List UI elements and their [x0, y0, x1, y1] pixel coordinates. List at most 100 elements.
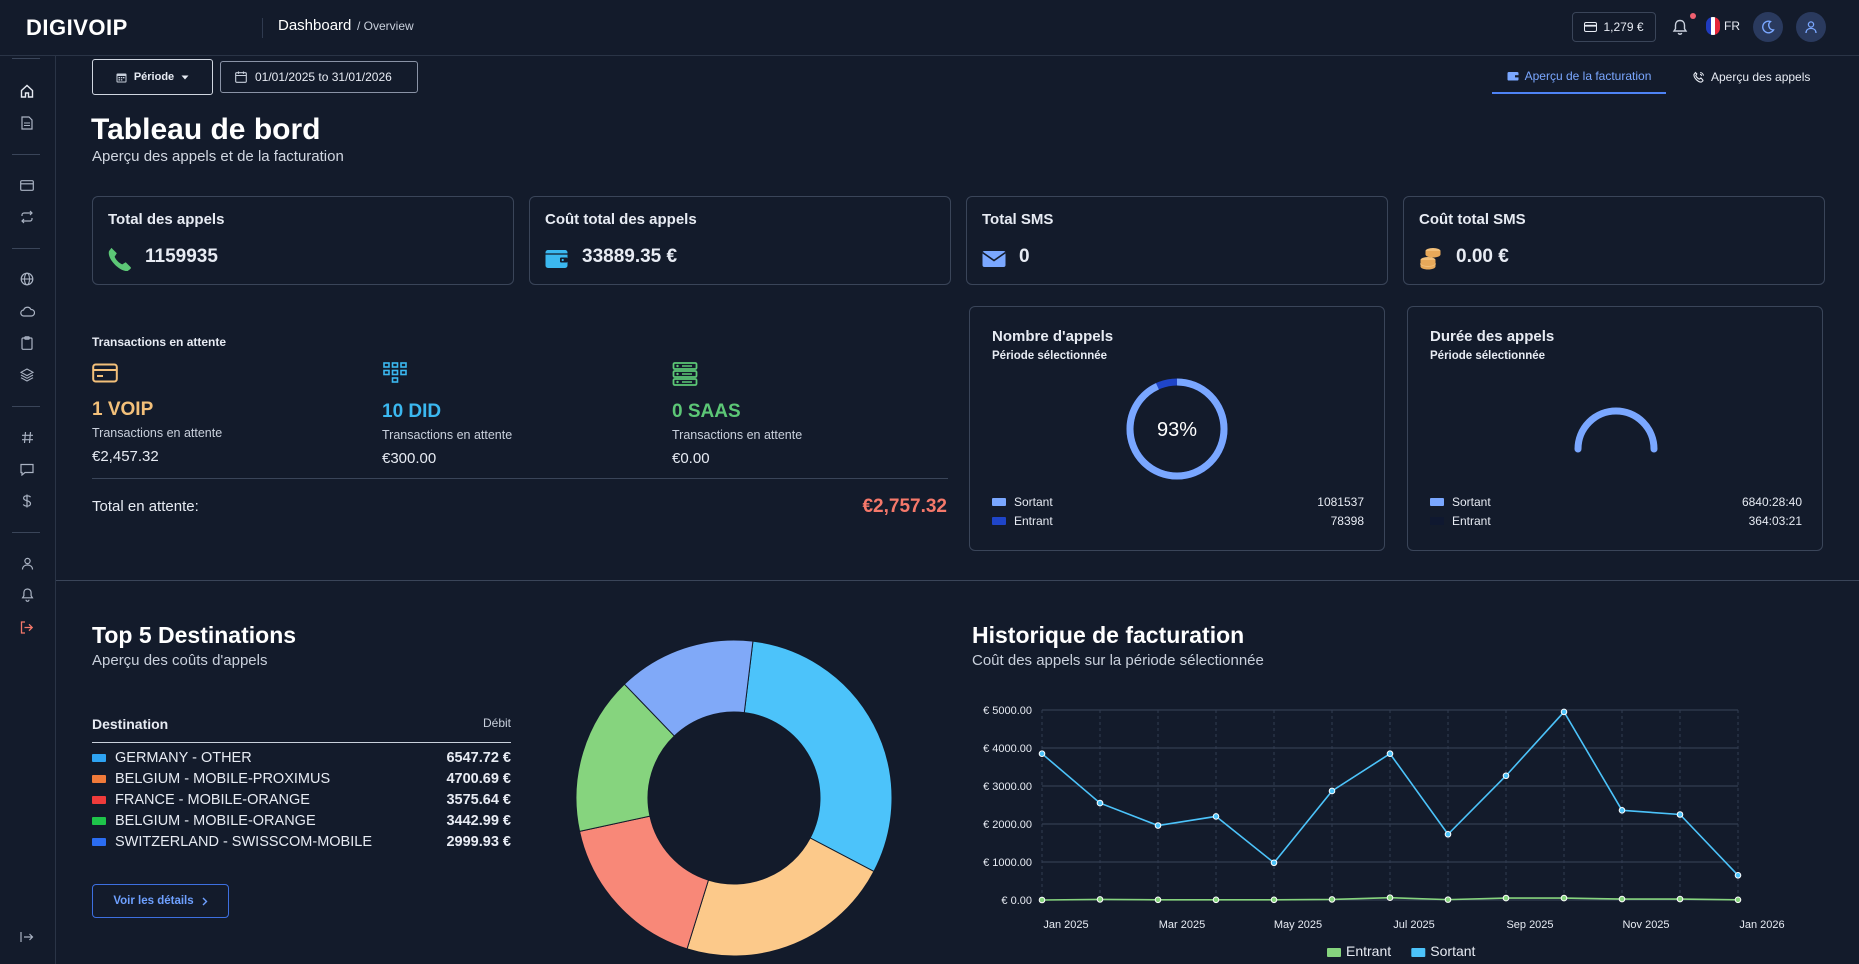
legend-label: Entrant: [1452, 514, 1491, 528]
sidebar-item-notifications[interactable]: [18, 586, 36, 604]
data-point[interactable]: [1328, 787, 1336, 795]
card-subtitle: Période sélectionnée: [992, 350, 1108, 362]
legend-value: 78398: [1330, 514, 1364, 528]
y-tick-label: € 3000.00: [983, 781, 1032, 793]
server-icon: [672, 362, 698, 386]
donut-slice[interactable]: [743, 640, 893, 873]
date-range-input[interactable]: 01/01/2025 to 31/01/2026: [220, 61, 418, 93]
data-point[interactable]: [1560, 894, 1568, 902]
legend-label[interactable]: Entrant: [1346, 943, 1391, 959]
donut-slice[interactable]: [686, 837, 875, 957]
pending-count: 10 DID: [382, 401, 442, 422]
notification-button[interactable]: [1668, 15, 1692, 39]
period-dropdown[interactable]: Période: [92, 59, 213, 95]
balance-button[interactable]: 1,279 €: [1572, 12, 1656, 42]
data-point[interactable]: [1734, 872, 1742, 879]
sidebar-separator: [12, 58, 40, 59]
repeat-icon: [21, 210, 33, 224]
data-point[interactable]: [1038, 896, 1046, 904]
data-point[interactable]: [1270, 896, 1278, 904]
data-point[interactable]: [1270, 859, 1278, 867]
col-debit: Débit: [482, 716, 511, 730]
sidebar-item-logout[interactable]: [18, 618, 36, 636]
donut-slice[interactable]: [623, 639, 754, 737]
caret-down-icon: [181, 75, 189, 79]
legend-label[interactable]: Sortant: [1430, 943, 1475, 959]
stat-value: 1159935: [145, 246, 218, 267]
pending-title: Transactions en attente: [92, 335, 227, 349]
data-point[interactable]: [1212, 813, 1220, 820]
expand-icon: [20, 932, 34, 942]
divider: [262, 18, 263, 38]
data-point[interactable]: [1386, 750, 1394, 758]
data-point[interactable]: [1560, 708, 1568, 716]
language-selector[interactable]: FR: [1706, 17, 1740, 35]
sidebar-item-billing[interactable]: [18, 176, 36, 194]
sidebar-item-cloud[interactable]: [18, 302, 36, 320]
sidebar-item-numbers[interactable]: [18, 428, 36, 446]
data-point[interactable]: [1734, 896, 1742, 904]
data-point[interactable]: [1386, 894, 1394, 902]
sidebar-item-clipboard[interactable]: [18, 334, 36, 352]
button-label: Voir les détails: [113, 895, 194, 907]
data-point[interactable]: [1444, 896, 1452, 903]
data-point[interactable]: [1676, 895, 1684, 903]
tab-calls-overview[interactable]: Aperçu des appels: [1692, 60, 1810, 94]
stat-card-total-sms: Total SMS 0: [966, 196, 1388, 285]
credit-card-icon: [20, 179, 34, 191]
data-point[interactable]: [1154, 896, 1162, 904]
data-point[interactable]: [1676, 811, 1684, 818]
sidebar-item-layers[interactable]: [18, 366, 36, 384]
data-point[interactable]: [1096, 799, 1104, 807]
sidebar-separator: [12, 532, 40, 533]
sidebar-item-pricing[interactable]: [18, 492, 36, 510]
view-details-button[interactable]: Voir les détails: [92, 884, 229, 918]
sidebar-collapse-button[interactable]: [18, 928, 36, 946]
sidebar-item-network[interactable]: [18, 270, 36, 288]
user-menu-button[interactable]: [1796, 12, 1826, 42]
data-point[interactable]: [1502, 894, 1510, 902]
data-point[interactable]: [1502, 772, 1510, 780]
home-icon: [20, 84, 34, 98]
sidebar-item-transfers[interactable]: [18, 208, 36, 226]
data-point[interactable]: [1328, 896, 1336, 903]
bell-icon: [1672, 19, 1688, 35]
wallet-icon: [1507, 72, 1519, 81]
stat-value: 0.00 €: [1456, 246, 1509, 267]
hash-icon: [21, 431, 33, 443]
stat-card-total-calls: Total des appels 1159935: [92, 196, 514, 285]
pending-amount: €300.00: [382, 450, 437, 467]
pending-label: Transactions en attente: [672, 428, 803, 442]
data-point[interactable]: [1444, 830, 1452, 838]
data-point[interactable]: [1212, 896, 1220, 904]
data-point[interactable]: [1618, 807, 1626, 814]
sidebar-item-home[interactable]: [18, 82, 36, 100]
y-tick-label: € 5000.00: [983, 705, 1032, 717]
breadcrumb-title[interactable]: Dashboard: [278, 17, 352, 34]
legend-swatch: [92, 838, 106, 846]
x-tick-label: Jan 2025: [1043, 919, 1088, 931]
destination-name: BELGIUM - MOBILE-ORANGE: [115, 813, 316, 829]
data-point[interactable]: [1096, 896, 1104, 903]
theme-toggle-button[interactable]: [1753, 12, 1783, 42]
data-point[interactable]: [1154, 822, 1162, 829]
cloud-icon: [19, 306, 35, 317]
legend-value: 1081537: [1317, 495, 1364, 509]
donut-slice[interactable]: [578, 815, 710, 950]
stat-title: Total des appels: [108, 211, 225, 228]
phone-icon: [108, 247, 131, 272]
sidebar-item-messages[interactable]: [18, 460, 36, 478]
logo[interactable]: DIGIVOIP: [26, 15, 128, 40]
legend-item: Sortant 6840:28:40: [1430, 495, 1802, 509]
sidebar-item-documents[interactable]: [18, 114, 36, 132]
sidebar-item-profile[interactable]: [18, 554, 36, 572]
data-point[interactable]: [1038, 750, 1046, 758]
user-icon: [1805, 21, 1817, 34]
sidebar: [0, 56, 56, 964]
destination-amount: 3442.99 €: [446, 813, 511, 829]
card-title: Nombre d'appels: [992, 328, 1114, 345]
data-point[interactable]: [1618, 895, 1626, 903]
pending-count: 1 VOIP: [92, 399, 154, 420]
stat-title: Coût total des appels: [545, 211, 697, 228]
tab-billing-overview[interactable]: Aperçu de la facturation: [1492, 60, 1666, 94]
